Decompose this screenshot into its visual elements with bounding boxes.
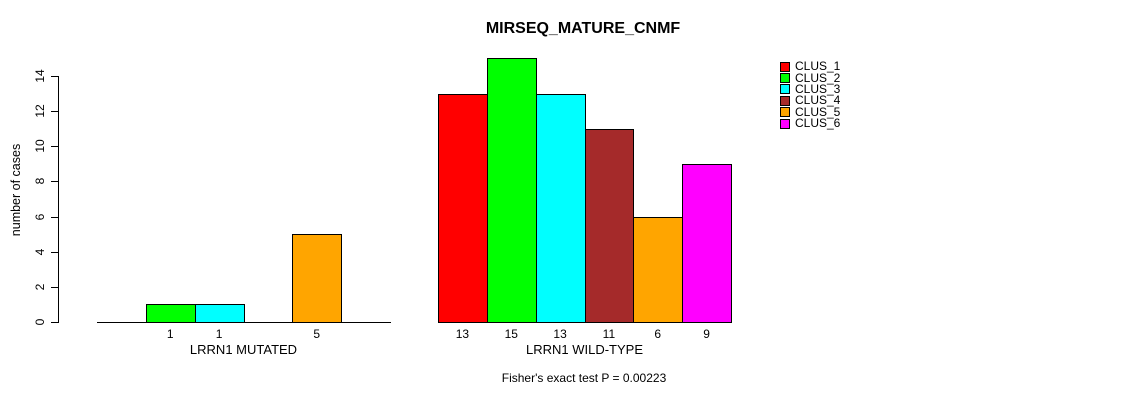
y-axis-tick-label: 0 <box>33 318 47 326</box>
y-axis-tick-label: 14 <box>33 69 47 83</box>
legend-swatch-clus_2 <box>780 73 790 84</box>
legend-item-label: CLUS_4 <box>795 93 841 108</box>
y-axis-label: number of cases <box>9 143 23 237</box>
y-axis-tick-label: 2 <box>33 283 47 291</box>
legend-item-clus_6: CLUS_6 <box>780 116 841 131</box>
legend-item-clus_1: CLUS_1 <box>780 59 841 74</box>
bar-value-label: 11 <box>602 327 616 341</box>
bar-value-label: 13 <box>553 327 567 341</box>
legend-item-clus_5: CLUS_5 <box>780 104 841 119</box>
legend-swatch-clus_5 <box>780 107 790 118</box>
y-axis-tick <box>51 181 58 183</box>
legend-item-label: CLUS_3 <box>795 81 841 96</box>
y-axis-tick-label: 6 <box>33 213 47 220</box>
bar-value-label: 6 <box>654 327 662 341</box>
y-axis-tick-label: 10 <box>33 139 47 153</box>
y-axis-tick <box>51 322 58 323</box>
bar-clus_3-lrrn1-mutated <box>195 304 245 323</box>
y-axis-tick <box>51 111 58 113</box>
legend-swatch-clus_3 <box>780 84 790 95</box>
y-axis-line <box>58 76 59 323</box>
legend-item-clus_2: CLUS_2 <box>780 70 841 85</box>
bar-clus_5-lrrn1-mutated <box>292 234 342 323</box>
y-axis-tick <box>51 216 58 218</box>
legend-item-label: CLUS_1 <box>795 59 841 74</box>
y-axis-tick-label: 12 <box>33 104 47 118</box>
bar-value-label: 13 <box>455 327 470 341</box>
bar-clus_5-lrrn1-wild-type <box>633 217 683 323</box>
group-label-lrrn1-wild-type: LRRN1 WILD-TYPE <box>525 342 644 357</box>
legend-swatch-clus_1 <box>780 61 790 72</box>
y-axis-tick <box>51 76 58 77</box>
bar-value-label: 5 <box>313 327 321 341</box>
bar-clus_2-lrrn1-wild-type <box>487 58 537 323</box>
group-label-lrrn1-mutated: LRRN1 MUTATED <box>189 342 298 357</box>
y-axis-tick <box>51 146 58 148</box>
bar-value-label: 9 <box>703 327 710 341</box>
bar-clus_6-lrrn1-wild-type <box>682 164 732 323</box>
legend-swatch-clus_6 <box>780 118 790 129</box>
legend-item-label: CLUS_2 <box>795 70 841 85</box>
y-axis-tick <box>51 286 58 288</box>
y-axis-tick-label: 4 <box>33 248 47 256</box>
bar-clus_4-lrrn1-wild-type <box>585 129 634 323</box>
legend-item-label: CLUS_5 <box>795 104 841 119</box>
y-axis-tick-label: 8 <box>33 178 47 185</box>
bar-value-label: 1 <box>215 327 223 341</box>
bar-clus_1-lrrn1-wild-type <box>438 94 488 323</box>
legend-item-label: CLUS_6 <box>795 116 841 131</box>
y-axis-tick <box>51 251 58 253</box>
legend-item-clus_3: CLUS_3 <box>780 81 841 96</box>
legend-swatch-clus_4 <box>780 95 790 106</box>
legend: CLUS_1 CLUS_2 CLUS_3 CLUS_4 CLUS_5 CLUS_6 <box>780 59 841 131</box>
bar-value-label: 1 <box>166 327 174 341</box>
fisher-test-annotation: Fisher's exact test P = 0.00223 <box>501 371 667 385</box>
chart-title: MIRSEQ_MATURE_CNMF <box>485 20 681 37</box>
bar-value-label: 15 <box>504 327 518 341</box>
legend-item-clus_4: CLUS_4 <box>780 93 841 108</box>
bar-clus_2-lrrn1-mutated <box>146 304 196 323</box>
bar-clus_3-lrrn1-wild-type <box>536 94 586 323</box>
